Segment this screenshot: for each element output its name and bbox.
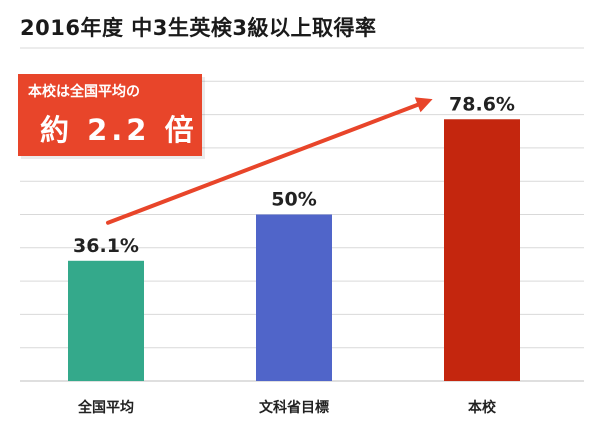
bar-1 xyxy=(68,260,144,381)
arrow-line xyxy=(106,99,429,225)
value-label: 36.1% xyxy=(73,235,139,257)
category-label: 全国平均 xyxy=(77,399,134,416)
comparison-callout: 本校は全国平均の 約 2.2 倍 xyxy=(18,74,202,156)
category-labels: 全国平均 文科省目標 本校 xyxy=(77,399,497,416)
callout-subtitle: 本校は全国平均の xyxy=(28,84,140,100)
value-label: 50% xyxy=(271,189,316,211)
bar-3 xyxy=(444,119,520,382)
chart-title: 2016年度 中3生英検3級以上取得率 xyxy=(20,16,377,40)
bars xyxy=(68,119,520,382)
value-label: 78.6% xyxy=(449,93,515,115)
trend-arrow xyxy=(106,97,433,225)
category-label: 本校 xyxy=(468,399,497,416)
callout-ratio: 約 2.2 倍 xyxy=(40,113,198,147)
bar-2 xyxy=(256,214,332,381)
arrow-head xyxy=(414,97,433,113)
value-labels: 36.1% 50% 78.6% xyxy=(73,93,515,257)
category-label: 文科省目標 xyxy=(259,399,329,416)
